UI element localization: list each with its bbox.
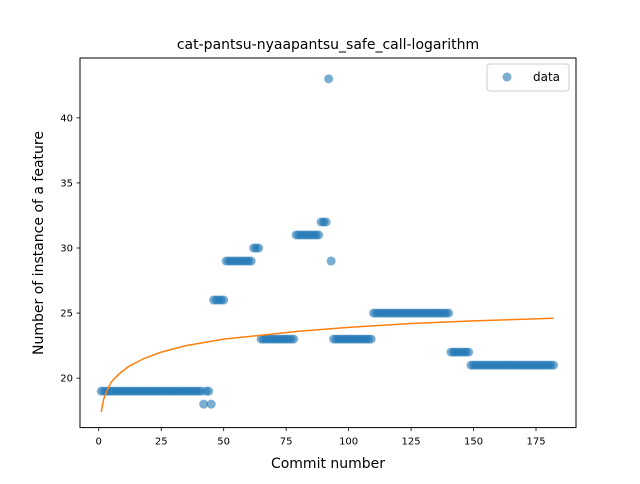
fit-line: [100, 317, 554, 413]
data-point: [204, 386, 214, 396]
y-tick-label: 40: [60, 113, 73, 124]
chart-title: cat-pantsu-nyaapantsu_safe_call-logarith…: [177, 37, 479, 53]
legend-marker: [502, 72, 512, 82]
data-point: [314, 230, 324, 240]
data-point: [324, 74, 334, 84]
x-tick-label: 25: [155, 437, 168, 448]
chart-marks: [96, 74, 559, 413]
x-tick-label: 125: [402, 437, 421, 448]
data-point: [219, 295, 229, 305]
x-axis: 0 25 50 75 100 125 150 175: [96, 427, 546, 448]
x-tick-label: 75: [280, 437, 293, 448]
x-tick-label: 175: [526, 437, 545, 448]
y-tick-label: 35: [60, 178, 73, 189]
data-point: [289, 334, 299, 344]
data-point: [321, 217, 331, 227]
data-point: [199, 399, 209, 409]
legend-box: [486, 63, 570, 92]
data-point: [246, 256, 256, 266]
y-tick-label: 30: [60, 244, 73, 255]
x-tick-label: 100: [339, 437, 358, 448]
axes-frame: [79, 57, 577, 429]
y-axis-label: Number of instance of a feature: [31, 131, 47, 355]
data-point: [366, 334, 376, 344]
data-point: [254, 243, 264, 253]
data-point: [326, 256, 336, 266]
x-axis-label: Commit number: [271, 456, 385, 472]
y-tick-label: 25: [60, 309, 73, 320]
x-tick-label: 50: [217, 437, 230, 448]
y-axis: 20 25 30 35 40: [60, 113, 80, 385]
data-point: [549, 360, 559, 370]
legend: data: [486, 63, 570, 92]
data-point: [464, 347, 474, 357]
data-point: [206, 399, 216, 409]
x-tick-label: 0: [96, 437, 102, 448]
legend-label: data: [533, 70, 560, 84]
x-tick-label: 150: [464, 437, 483, 448]
y-tick-label: 20: [60, 374, 73, 385]
data-point: [444, 308, 454, 318]
